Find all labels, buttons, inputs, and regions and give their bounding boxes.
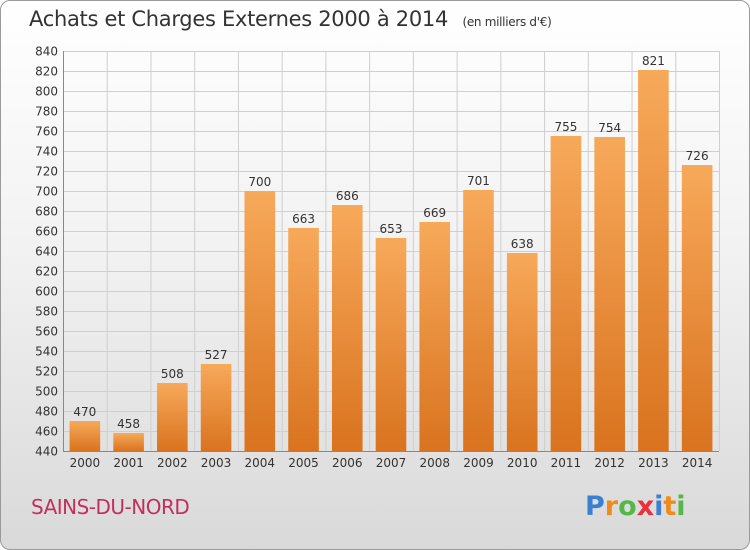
x-tick-label: 2013	[638, 456, 669, 470]
bar-2001	[113, 433, 144, 451]
data-label: 669	[423, 206, 446, 220]
bar-2007	[375, 238, 407, 451]
bar-2012	[594, 137, 625, 451]
y-tick-label: 680	[35, 205, 58, 219]
y-tick-label: 540	[35, 345, 58, 359]
y-tick-label: 820	[35, 65, 58, 79]
x-tick-label: 2010	[507, 456, 538, 470]
y-tick-label: 560	[35, 325, 58, 339]
logo-letter: t	[663, 491, 677, 522]
data-label: 508	[161, 367, 184, 381]
bar-2005	[288, 228, 319, 451]
labels: 440 460 480 500 520 540 560 580 600 620 640 660 680 7…	[35, 45, 712, 471]
x-tick-label: 2004	[245, 456, 276, 470]
bar-2004	[244, 191, 276, 451]
y-tick-label: 620	[35, 265, 58, 279]
bar-2000	[69, 421, 101, 451]
y-tick-label: 740	[35, 145, 58, 159]
y-tick-label: 460	[35, 425, 58, 439]
x-tick-label: 2003	[201, 456, 232, 470]
y-tick-label: 600	[35, 285, 58, 299]
x-tick-label: 2014	[682, 456, 713, 470]
data-label: 754	[598, 121, 621, 135]
data-label: 638	[511, 237, 534, 251]
data-label: 821	[642, 54, 665, 68]
y-tick-label: 480	[35, 405, 58, 419]
data-label: 663	[292, 212, 315, 226]
bar-2014	[681, 165, 713, 451]
data-label: 470	[73, 405, 96, 419]
x-tick-label: 2006	[332, 456, 363, 470]
proxiti-logo: Proxiti	[585, 491, 686, 522]
x-tick-label: 2012	[594, 456, 625, 470]
x-tick-label: 2011	[551, 456, 582, 470]
logo-letter: x	[636, 491, 655, 522]
y-tick-label: 440	[35, 445, 58, 459]
chart-unit-note: (en milliers d'€)	[462, 15, 552, 29]
axes	[63, 51, 719, 452]
bar-2003	[200, 364, 232, 451]
logo-letter: i	[654, 491, 664, 522]
bar-2002	[157, 383, 188, 451]
bars	[69, 70, 713, 451]
x-tick-label: 2005	[288, 456, 319, 470]
bar-2009	[463, 190, 494, 451]
data-label: 700	[248, 175, 271, 189]
y-tick-label: 760	[35, 125, 58, 139]
bar-2013	[638, 70, 669, 451]
data-label: 686	[336, 189, 359, 203]
x-tick-label: 2000	[70, 456, 101, 470]
town-name: SAINS-DU-NORD	[31, 495, 190, 519]
chart-title-text: Achats et Charges Externes 2000 à 2014	[29, 7, 449, 31]
y-tick-label: 700	[35, 185, 58, 199]
y-tick-label: 720	[35, 165, 58, 179]
x-tick-label: 2007	[376, 456, 407, 470]
bar-2008	[419, 222, 451, 451]
x-tick-label: 2002	[157, 456, 188, 470]
data-label: 653	[380, 222, 403, 236]
data-label: 527	[205, 348, 228, 362]
x-tick-label: 2008	[419, 456, 450, 470]
data-label: 755	[554, 120, 577, 134]
y-tick-label: 580	[35, 305, 58, 319]
data-label: 458	[117, 417, 140, 431]
y-tick-label: 660	[35, 225, 58, 239]
data-label: 726	[686, 149, 709, 163]
y-tick-label: 500	[35, 385, 58, 399]
logo-letter: r	[604, 491, 619, 522]
x-tick-label: 2001	[113, 456, 144, 470]
chart-title: Achats et Charges Externes 2000 à 2014 (…	[29, 7, 552, 31]
bar-2011	[550, 136, 582, 451]
logo-letter: o	[618, 491, 637, 522]
y-tick-label: 800	[35, 85, 58, 99]
logo-letter: i	[676, 491, 686, 522]
bar-2010	[506, 253, 538, 451]
y-tick-label: 780	[35, 105, 58, 119]
x-tick-label: 2009	[463, 456, 494, 470]
data-label: 701	[467, 174, 490, 188]
logo-letter: P	[585, 491, 605, 522]
y-tick-label: 640	[35, 245, 58, 259]
bar-2006	[331, 205, 363, 451]
y-tick-label: 520	[35, 365, 58, 379]
y-tick-label: 840	[35, 45, 58, 59]
